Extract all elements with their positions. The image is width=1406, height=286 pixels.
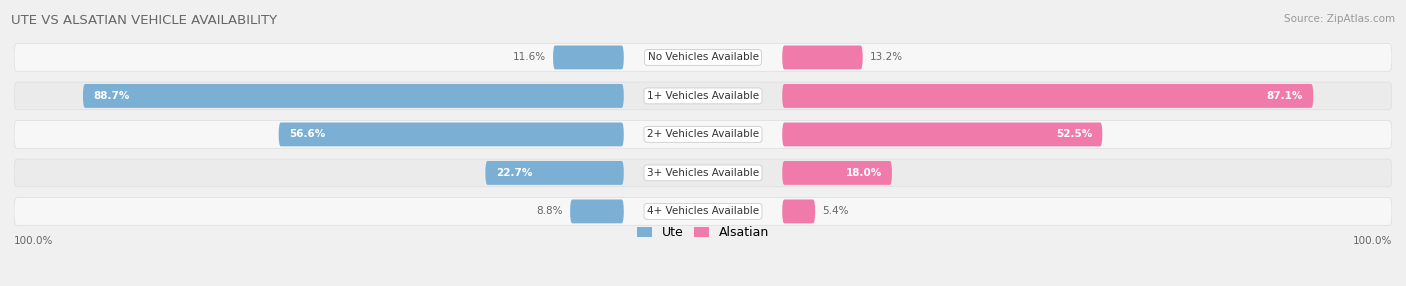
FancyBboxPatch shape bbox=[14, 82, 1392, 110]
FancyBboxPatch shape bbox=[14, 198, 1392, 225]
Text: 100.0%: 100.0% bbox=[1353, 237, 1392, 247]
Text: 52.5%: 52.5% bbox=[1056, 130, 1092, 139]
Text: 8.8%: 8.8% bbox=[537, 206, 564, 217]
Text: 4+ Vehicles Available: 4+ Vehicles Available bbox=[647, 206, 759, 217]
Text: 3+ Vehicles Available: 3+ Vehicles Available bbox=[647, 168, 759, 178]
Text: 88.7%: 88.7% bbox=[93, 91, 129, 101]
Text: 5.4%: 5.4% bbox=[823, 206, 849, 217]
Text: 87.1%: 87.1% bbox=[1267, 91, 1303, 101]
FancyBboxPatch shape bbox=[485, 161, 624, 185]
Legend: Ute, Alsatian: Ute, Alsatian bbox=[633, 221, 773, 244]
FancyBboxPatch shape bbox=[782, 161, 891, 185]
Text: Source: ZipAtlas.com: Source: ZipAtlas.com bbox=[1284, 14, 1395, 24]
FancyBboxPatch shape bbox=[569, 200, 624, 223]
FancyBboxPatch shape bbox=[14, 43, 1392, 71]
FancyBboxPatch shape bbox=[278, 122, 624, 146]
Text: 22.7%: 22.7% bbox=[496, 168, 531, 178]
Text: 56.6%: 56.6% bbox=[290, 130, 325, 139]
Text: 1+ Vehicles Available: 1+ Vehicles Available bbox=[647, 91, 759, 101]
Text: 18.0%: 18.0% bbox=[845, 168, 882, 178]
Text: 2+ Vehicles Available: 2+ Vehicles Available bbox=[647, 130, 759, 139]
Text: No Vehicles Available: No Vehicles Available bbox=[648, 52, 758, 62]
Text: 11.6%: 11.6% bbox=[513, 52, 546, 62]
FancyBboxPatch shape bbox=[83, 84, 624, 108]
FancyBboxPatch shape bbox=[782, 45, 863, 69]
FancyBboxPatch shape bbox=[782, 84, 1313, 108]
Text: 13.2%: 13.2% bbox=[869, 52, 903, 62]
FancyBboxPatch shape bbox=[553, 45, 624, 69]
Text: 100.0%: 100.0% bbox=[14, 237, 53, 247]
FancyBboxPatch shape bbox=[14, 159, 1392, 187]
FancyBboxPatch shape bbox=[14, 121, 1392, 148]
FancyBboxPatch shape bbox=[782, 200, 815, 223]
FancyBboxPatch shape bbox=[782, 122, 1102, 146]
Text: UTE VS ALSATIAN VEHICLE AVAILABILITY: UTE VS ALSATIAN VEHICLE AVAILABILITY bbox=[11, 14, 277, 27]
